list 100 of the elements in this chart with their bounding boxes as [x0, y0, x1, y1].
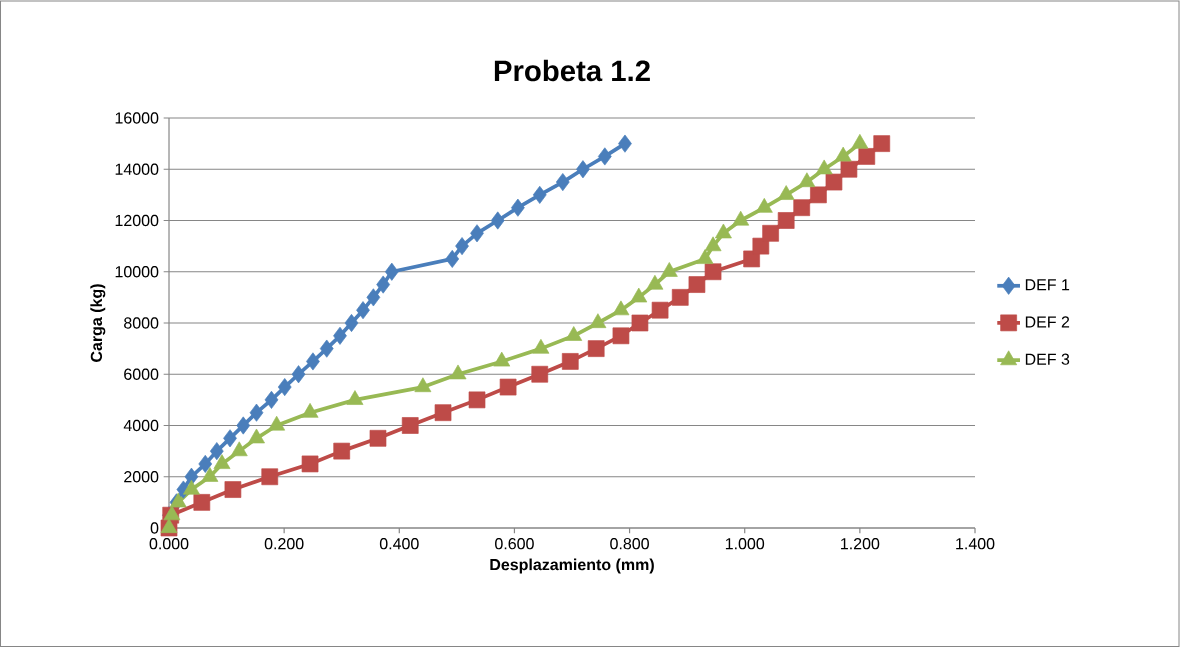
point: [715, 223, 732, 239]
y-tick-label: 16000: [115, 112, 159, 124]
point: [376, 275, 391, 294]
point: [561, 353, 579, 370]
point: [499, 378, 517, 396]
point: [384, 262, 399, 281]
point: [825, 173, 843, 191]
point: [264, 390, 279, 409]
point: [704, 236, 722, 252]
point: [532, 338, 550, 354]
y-axis-title: Carga (kg): [90, 284, 106, 362]
point: [209, 442, 224, 461]
point: [810, 186, 827, 204]
point: [183, 479, 200, 495]
point: [531, 365, 549, 383]
point: [449, 364, 467, 380]
y-tick-label: 2000: [124, 471, 159, 483]
point: [236, 416, 251, 435]
x-tick-label: 0.200: [264, 538, 304, 550]
x-tick-label: 0.400: [379, 538, 419, 550]
point: [618, 134, 632, 153]
legend-label: DEF 3: [1025, 353, 1070, 365]
point: [248, 428, 265, 444]
point: [493, 351, 511, 367]
point: [511, 198, 525, 217]
x-tick-label: 0.800: [610, 538, 649, 550]
point: [815, 159, 833, 175]
point: [268, 415, 286, 431]
point: [333, 326, 347, 345]
point: [369, 429, 387, 447]
point: [160, 518, 178, 533]
point: [597, 147, 612, 166]
point: [455, 237, 469, 256]
y-tick-label: 6000: [124, 368, 159, 380]
point: [356, 301, 370, 320]
y-tick-label: 14000: [115, 163, 159, 175]
x-tick-label: 0.000: [149, 538, 189, 550]
point: [565, 326, 583, 341]
point: [587, 340, 605, 357]
point: [793, 199, 811, 217]
legend-label: DEF 1: [1025, 279, 1070, 291]
point: [291, 365, 306, 384]
point: [249, 403, 264, 422]
point: [434, 404, 452, 422]
point: [201, 467, 219, 482]
x-tick-label: 1.400: [956, 538, 995, 550]
point: [306, 352, 320, 371]
point: [755, 198, 773, 213]
point: [671, 289, 689, 306]
point: [612, 300, 630, 316]
point: [630, 287, 648, 303]
point: [198, 454, 213, 473]
point: [223, 429, 237, 448]
point: [576, 160, 590, 179]
point: [169, 492, 187, 508]
point: [470, 224, 484, 243]
y-tick-label: 12000: [115, 214, 159, 227]
legend-label: DEF 2: [1025, 316, 1070, 328]
y-tick-label: 4000: [123, 419, 159, 432]
point: [532, 185, 547, 204]
x-tick-label: 1.200: [841, 538, 880, 550]
point: [762, 224, 779, 242]
point: [301, 455, 319, 473]
point: [333, 442, 351, 460]
point: [401, 417, 419, 434]
point: [704, 263, 722, 281]
point: [445, 249, 460, 268]
point: [696, 249, 714, 264]
point: [261, 468, 279, 486]
point: [224, 481, 242, 498]
point: [277, 378, 292, 397]
point: [301, 403, 319, 418]
point: [798, 172, 816, 188]
point: [858, 148, 876, 165]
point: [213, 454, 231, 469]
x-tick-label: 1.000: [725, 538, 765, 550]
point: [651, 301, 669, 319]
point: [873, 135, 891, 152]
point: [777, 212, 795, 229]
point: [589, 313, 607, 328]
y-tick-label: 10000: [115, 266, 159, 278]
point: [612, 327, 630, 345]
point: [414, 377, 432, 393]
point: [193, 494, 211, 511]
point: [688, 276, 706, 293]
point: [230, 441, 248, 457]
point: [319, 339, 334, 358]
point: [366, 288, 381, 307]
x-tick-label: 0.600: [495, 538, 534, 550]
point: [346, 390, 364, 405]
y-tick-label: 0: [150, 522, 159, 534]
point: [631, 314, 649, 332]
point: [840, 160, 858, 178]
y-tick-label: 8000: [124, 317, 159, 329]
chart-title: Probeta 1.2: [494, 59, 650, 82]
x-axis-title: Desplazamiento (mm): [490, 558, 654, 574]
point: [468, 391, 486, 409]
point: [660, 262, 678, 277]
point: [490, 211, 505, 230]
point: [555, 173, 570, 192]
